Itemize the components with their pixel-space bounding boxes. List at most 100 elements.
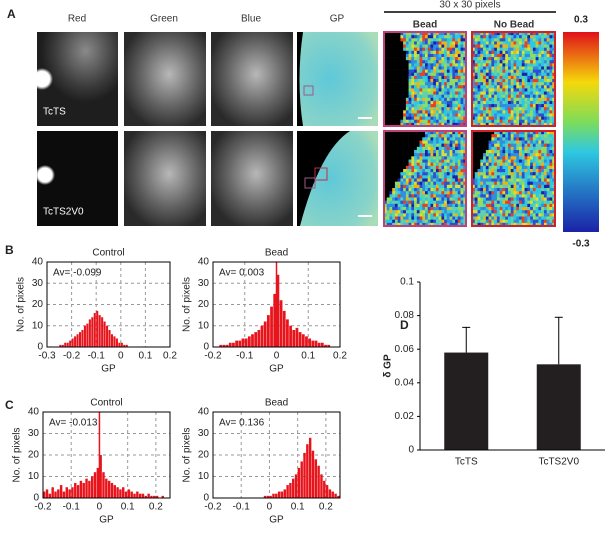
pixel xyxy=(519,32,523,36)
pixel xyxy=(496,194,500,198)
pixel xyxy=(403,57,407,61)
y-tick-label: 30 xyxy=(198,428,210,439)
pixel xyxy=(460,197,464,201)
pixel xyxy=(535,188,539,192)
pixel xyxy=(530,116,534,121)
pixel xyxy=(483,38,487,42)
pixel xyxy=(527,35,531,39)
pixel xyxy=(455,222,459,227)
pixel xyxy=(411,140,415,144)
y-tick-label: 0 xyxy=(33,493,39,504)
pixel xyxy=(535,41,539,45)
zoom-frame xyxy=(471,31,556,127)
pixel xyxy=(516,207,520,211)
pixel xyxy=(422,82,426,86)
pixel xyxy=(408,69,412,74)
pixel xyxy=(419,165,423,170)
pixel xyxy=(510,60,514,64)
pixel xyxy=(488,165,492,170)
pixel xyxy=(400,91,404,95)
pixel xyxy=(394,85,398,89)
pixel xyxy=(397,85,401,89)
pixel xyxy=(502,203,506,208)
pixel xyxy=(446,203,450,208)
pixel xyxy=(524,181,528,186)
pixel xyxy=(477,222,481,227)
pixel xyxy=(438,82,442,86)
pixel xyxy=(532,213,536,217)
pixel xyxy=(384,32,388,36)
pixel xyxy=(507,210,512,214)
pixel xyxy=(543,194,547,198)
pixel xyxy=(546,116,550,121)
pixel xyxy=(549,153,553,157)
pixel xyxy=(530,188,534,192)
pixel xyxy=(397,203,401,208)
pixel xyxy=(521,63,525,67)
pixel xyxy=(416,143,420,148)
pixel xyxy=(530,63,534,67)
pixel xyxy=(427,134,431,138)
pixel xyxy=(530,219,534,224)
pixel xyxy=(449,85,453,89)
pixel xyxy=(430,85,434,89)
pixel xyxy=(430,178,434,182)
pixel xyxy=(397,159,401,163)
pixel xyxy=(499,94,503,99)
pixel xyxy=(552,150,556,154)
pixel xyxy=(403,47,407,52)
pixel xyxy=(513,38,517,42)
pixel xyxy=(524,75,528,80)
pixel xyxy=(444,165,448,170)
pixel xyxy=(549,47,553,52)
pixel xyxy=(455,32,459,36)
histogram-bar xyxy=(125,344,128,347)
pixel xyxy=(444,122,448,127)
pixel xyxy=(496,143,500,148)
pixel xyxy=(446,134,450,138)
pixel xyxy=(530,140,534,144)
pixel xyxy=(477,107,481,111)
pixel xyxy=(480,146,484,151)
pixel xyxy=(419,131,423,135)
pixel xyxy=(477,175,481,179)
pixel xyxy=(480,88,484,92)
pixel xyxy=(507,97,512,102)
pixel xyxy=(505,200,509,205)
pixel xyxy=(392,131,396,135)
pixel xyxy=(405,113,409,117)
pixel xyxy=(438,75,442,80)
pixel xyxy=(389,131,393,135)
pixel xyxy=(422,119,426,124)
pixel xyxy=(416,97,420,102)
pixel xyxy=(455,134,459,138)
pixel xyxy=(530,100,534,105)
pixel xyxy=(521,134,525,138)
pixel xyxy=(433,85,437,89)
pixel xyxy=(513,219,517,224)
pixel xyxy=(441,134,445,138)
pixel xyxy=(408,207,412,211)
pixel xyxy=(472,41,476,45)
pixel xyxy=(499,178,503,182)
zoom-header: Bead xyxy=(413,20,437,31)
pixel xyxy=(427,181,431,186)
pixel xyxy=(549,150,553,154)
pixel xyxy=(392,94,396,99)
pixel xyxy=(435,181,439,186)
pixel xyxy=(516,107,520,111)
pixel xyxy=(527,210,531,214)
pixel xyxy=(510,146,514,151)
pixel xyxy=(438,178,442,182)
pixel xyxy=(496,122,500,127)
pixel xyxy=(491,50,495,55)
pixel xyxy=(499,159,503,163)
pixel xyxy=(491,119,495,124)
pixel xyxy=(541,140,545,144)
pixel xyxy=(524,200,528,205)
pixel xyxy=(485,162,489,167)
pixel xyxy=(488,57,492,61)
pixel xyxy=(521,66,525,70)
pixel xyxy=(435,94,439,99)
histogram-bar xyxy=(62,491,66,498)
